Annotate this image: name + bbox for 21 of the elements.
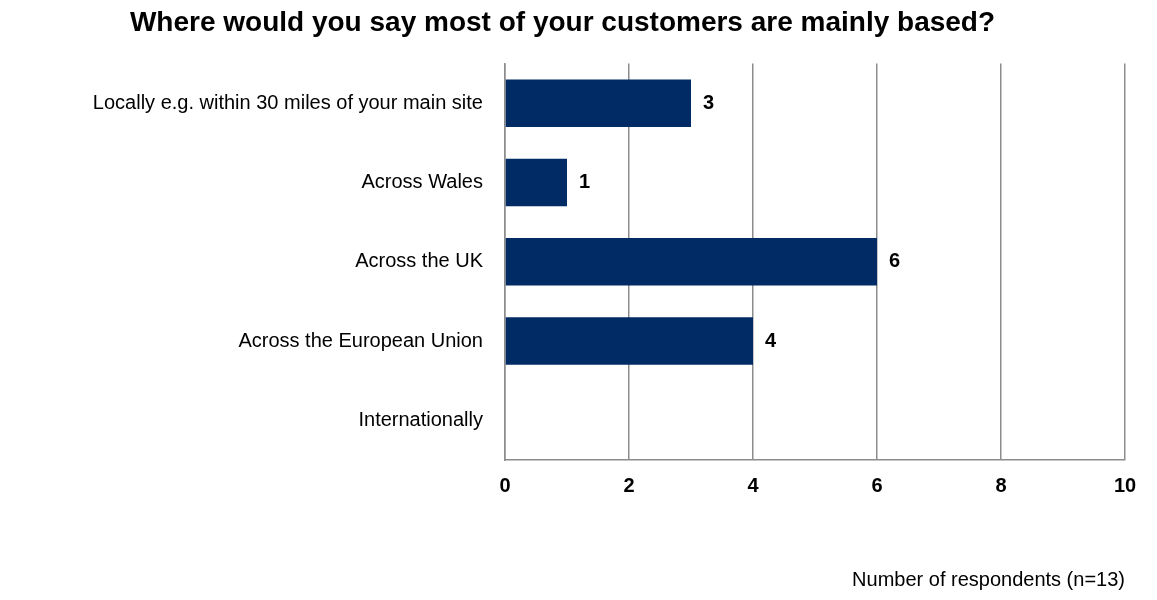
x-tick-label: 0: [499, 473, 511, 496]
x-tick-label: 6: [871, 473, 883, 496]
chart-title: Where would you say most of your customers are mainly based?: [129, 5, 996, 37]
y-tick-label: Across the UK: [355, 249, 484, 272]
y-tick-label: Internationally: [358, 407, 483, 430]
x-tick-label: 8: [995, 473, 1007, 496]
y-tick-label: Across Wales: [361, 170, 483, 193]
y-tick-label: Across the European Union: [238, 328, 483, 351]
data-label: 6: [889, 249, 901, 272]
x-tick-label: 10: [1113, 473, 1137, 496]
bar: [505, 238, 877, 286]
bar: [505, 79, 691, 128]
x-axis-title: Number of respondents (n=13): [852, 567, 1125, 590]
y-tick-label: Locally e.g. within 30 miles of your main site: [92, 90, 483, 113]
bar: [505, 317, 753, 365]
data-label: 3: [703, 90, 715, 113]
x-tick-label: 2: [623, 473, 635, 496]
data-label: 1: [579, 170, 591, 193]
x-tick-label: 4: [747, 473, 760, 496]
data-label: 4: [765, 328, 777, 351]
bar: [505, 158, 567, 207]
